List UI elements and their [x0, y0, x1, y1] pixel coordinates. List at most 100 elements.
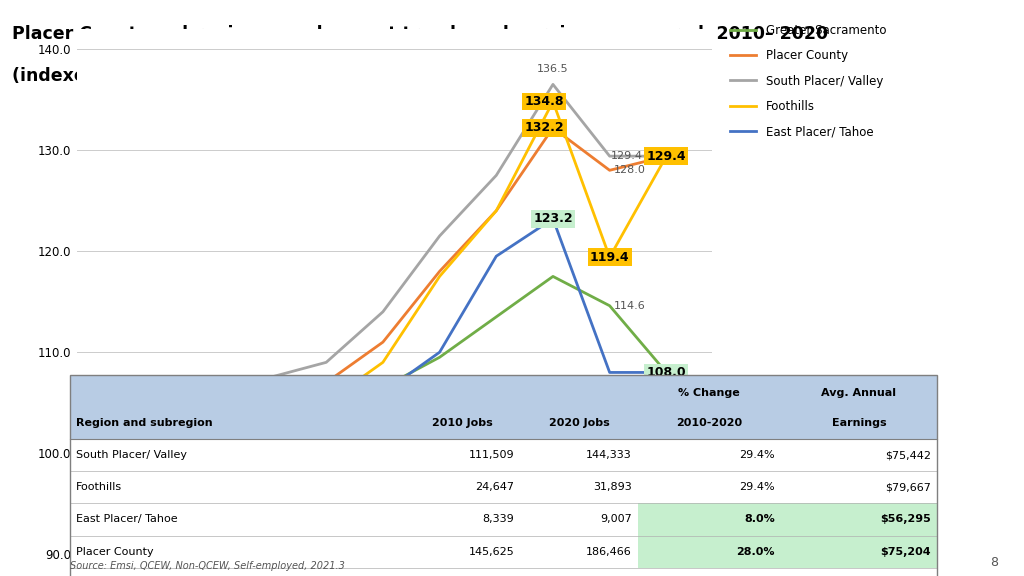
Text: East Placer/ Tahoe: East Placer/ Tahoe	[76, 514, 177, 525]
Bar	[638, 503, 781, 536]
Greater Sacramento	[151, 455, 163, 462]
Text: 2010 Jobs: 2010 Jobs	[432, 418, 493, 428]
Bar	[70, 471, 403, 503]
Bar	[70, 503, 403, 536]
Foothills	[263, 374, 275, 381]
East Placer/ Tahoe	[433, 349, 445, 356]
East Placer/ Tahoe	[263, 374, 275, 381]
Text: 186,466: 186,466	[586, 547, 632, 556]
Text: 2020 Jobs: 2020 Jobs	[549, 418, 609, 428]
South Placer/ Valley	[263, 374, 275, 381]
East Placer/ Tahoe	[207, 415, 219, 422]
Foothills	[433, 273, 445, 280]
South Placer/ Valley	[660, 153, 673, 160]
Bar	[403, 503, 520, 536]
Foothills	[377, 359, 389, 366]
Bar	[781, 536, 937, 568]
Legend: Greater Sacramento, Placer County, South Placer/ Valley, Foothills, East Placer/: Greater Sacramento, Placer County, South…	[730, 24, 886, 139]
Bar	[403, 439, 520, 471]
Foothills	[93, 450, 105, 457]
Text: South Placer/ Valley: South Placer/ Valley	[76, 450, 186, 460]
Text: 144,333: 144,333	[586, 450, 632, 460]
Text: 2010-2020: 2010-2020	[676, 418, 742, 428]
Text: 29.4%: 29.4%	[739, 482, 775, 492]
South Placer/ Valley	[433, 233, 445, 240]
Bar	[403, 536, 520, 568]
Line: South Placer/ Valley: South Placer/ Valley	[99, 85, 667, 453]
Placer County	[207, 425, 219, 431]
Bar	[520, 568, 638, 576]
Text: 119.4: 119.4	[590, 251, 630, 264]
Text: 108.0: 108.0	[646, 366, 686, 379]
Bar	[781, 503, 937, 536]
Greater Sacramento	[433, 354, 445, 361]
Bar	[781, 568, 937, 576]
East Placer/ Tahoe	[490, 253, 503, 260]
Greater Sacramento	[321, 410, 333, 416]
Text: 145,625: 145,625	[469, 547, 514, 556]
Text: Source: Emsi, QCEW, Non-QCEW, Self-employed, 2021.3: Source: Emsi, QCEW, Non-QCEW, Self-emplo…	[70, 562, 344, 571]
Bar	[638, 471, 781, 503]
Foothills	[151, 435, 163, 442]
South Placer/ Valley	[207, 410, 219, 416]
Bar	[70, 536, 403, 568]
Text: 128.0: 128.0	[613, 165, 645, 175]
Text: 132.2: 132.2	[524, 122, 564, 134]
Placer County	[263, 394, 275, 401]
East Placer/ Tahoe	[93, 450, 105, 457]
Greater Sacramento	[490, 313, 503, 320]
Greater Sacramento	[547, 273, 559, 280]
Text: $75,442: $75,442	[885, 450, 931, 460]
Text: Foothills: Foothills	[76, 482, 122, 492]
Greater Sacramento	[263, 430, 275, 437]
East Placer/ Tahoe	[660, 369, 673, 376]
Bar	[520, 503, 638, 536]
Bar	[781, 471, 937, 503]
East Placer/ Tahoe	[547, 215, 559, 222]
Text: 28.0%: 28.0%	[736, 547, 775, 556]
Text: $56,295: $56,295	[880, 514, 931, 525]
Bar	[403, 471, 520, 503]
Placer County	[433, 268, 445, 275]
Greater Sacramento	[377, 384, 389, 391]
South Placer/ Valley	[377, 308, 389, 315]
Foothills	[547, 98, 559, 105]
Greater Sacramento	[207, 445, 219, 452]
Foothills	[603, 254, 615, 261]
Placer County	[321, 379, 333, 386]
Bar	[520, 471, 638, 503]
Bar	[70, 439, 403, 471]
Text: 9,007: 9,007	[600, 514, 632, 525]
Placer County	[490, 207, 503, 214]
Text: 8,339: 8,339	[482, 514, 514, 525]
Text: Placer County, subregions employment trends and earnings compared, 2010– 2020: Placer County, subregions employment tre…	[12, 25, 828, 43]
Greater Sacramento	[603, 302, 615, 309]
Text: Placer County: Placer County	[76, 547, 154, 556]
Bar	[638, 439, 781, 471]
Text: % Change: % Change	[679, 388, 740, 397]
Placer County	[93, 450, 105, 457]
Greater Sacramento	[660, 369, 673, 376]
Text: Earnings: Earnings	[831, 418, 886, 428]
South Placer/ Valley	[547, 81, 559, 88]
South Placer/ Valley	[490, 172, 503, 179]
Bar	[403, 568, 520, 576]
East Placer/ Tahoe	[603, 369, 615, 376]
Text: Avg. Annual: Avg. Annual	[821, 388, 896, 397]
Text: $75,204: $75,204	[881, 547, 931, 556]
Foothills	[490, 207, 503, 214]
Text: 136.5: 136.5	[538, 65, 568, 74]
Text: (indexed to 2010): (indexed to 2010)	[12, 67, 187, 85]
Bar	[520, 439, 638, 471]
Placer County	[660, 153, 673, 160]
Text: 123.2: 123.2	[534, 213, 572, 225]
South Placer/ Valley	[93, 450, 105, 457]
Text: 31,893: 31,893	[593, 482, 632, 492]
Line: Foothills: Foothills	[99, 101, 667, 453]
East Placer/ Tahoe	[151, 425, 163, 431]
Text: 8.0%: 8.0%	[744, 514, 775, 525]
East Placer/ Tahoe	[377, 389, 389, 396]
South Placer/ Valley	[321, 359, 333, 366]
Placer County	[151, 445, 163, 452]
Bar	[70, 568, 403, 576]
